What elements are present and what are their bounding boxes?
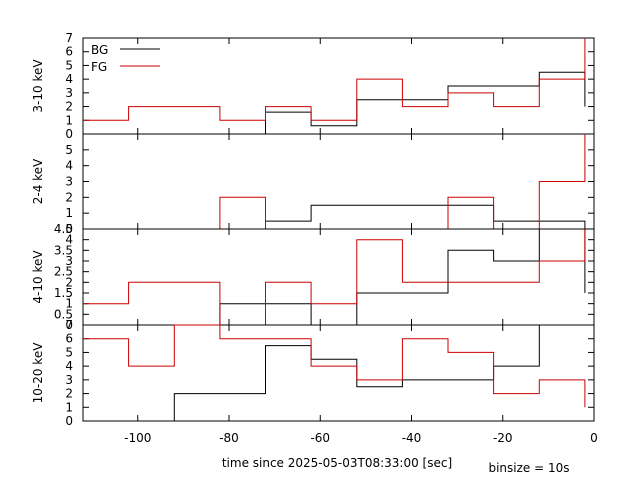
y-tick-label: 5 [65,345,73,359]
x-axis-label: time since 2025-05-03T08:33:00 [sec] [222,456,452,470]
y-axis-label: 10-20 keV [31,342,45,404]
y-tick-label: 1 [65,400,73,414]
panel-frame [82,324,595,422]
panel-frame [82,133,595,230]
y-axis-label: 3-10 keV [31,59,45,113]
y-tick-label: 0 [65,318,73,332]
x-tick-label: 0 [590,431,598,445]
y-tick-label: 4 [65,233,73,247]
y-tick-label: 6 [65,45,73,59]
panel-frame [82,228,595,326]
series-bg-line [265,204,586,229]
y-tick-label: 1 [65,113,73,127]
binsize-note: binsize = 10s [488,461,569,475]
y-tick-label: 3.5 [54,243,73,257]
y-tick-label: 2 [65,100,73,114]
y-tick-label: 0.5 [54,307,73,321]
y-tick-label: 2 [65,275,73,289]
x-tick-label: -20 [493,431,513,445]
legend: BG FG [91,43,160,74]
y-tick-label: 2 [65,190,73,204]
y-axis-label: 4-10 keV [31,250,45,304]
y-tick-label: 7 [65,31,73,45]
legend-bg-label: BG [91,43,108,57]
y-axis-label: 2-4 keV [31,158,45,204]
x-tick-label: -60 [310,431,330,445]
series-bg-line [219,228,586,326]
y-tick-label: 4 [65,159,73,173]
y-tick-label: 4 [65,72,73,86]
y-tick-label: 5 [65,143,73,157]
y-tick-label: 4 [65,359,73,373]
y-tick-label: 2.5 [54,265,73,279]
x-tick-label: -80 [219,431,239,445]
y-tick-label: 6 [65,332,73,346]
y-tick-label: 0 [65,222,73,236]
series-fg-line [83,229,586,326]
y-tick-label: 1 [65,297,73,311]
x-tick-label: -100 [124,431,151,445]
series-fg-line [83,38,586,121]
y-tick-label: 3 [65,373,73,387]
y-tick-label: 0 [65,414,73,428]
y-tick-label: 3 [65,86,73,100]
series-bg-line [219,71,586,135]
legend-fg-label: FG [91,60,107,74]
series-fg-line [219,134,586,230]
y-tick-label: 7 [65,318,73,332]
y-tick-label: 4.5 [54,222,73,236]
y-tick-label: 0 [65,127,73,141]
x-tick-label: -40 [402,431,422,445]
y-tick-label: 1.5 [54,286,73,300]
y-tick-label: 3 [65,254,73,268]
panel-3: 00.511.522.533.544.54-10 keV [31,222,595,332]
y-tick-label: 3 [65,175,73,189]
series-fg-line [83,324,586,408]
x-axis: -100 -80 -60 -40 -20 0 [124,431,598,445]
y-tick-label: 1 [65,206,73,220]
y-tick-label: 5 [65,58,73,72]
y-tick-label: 2 [65,387,73,401]
